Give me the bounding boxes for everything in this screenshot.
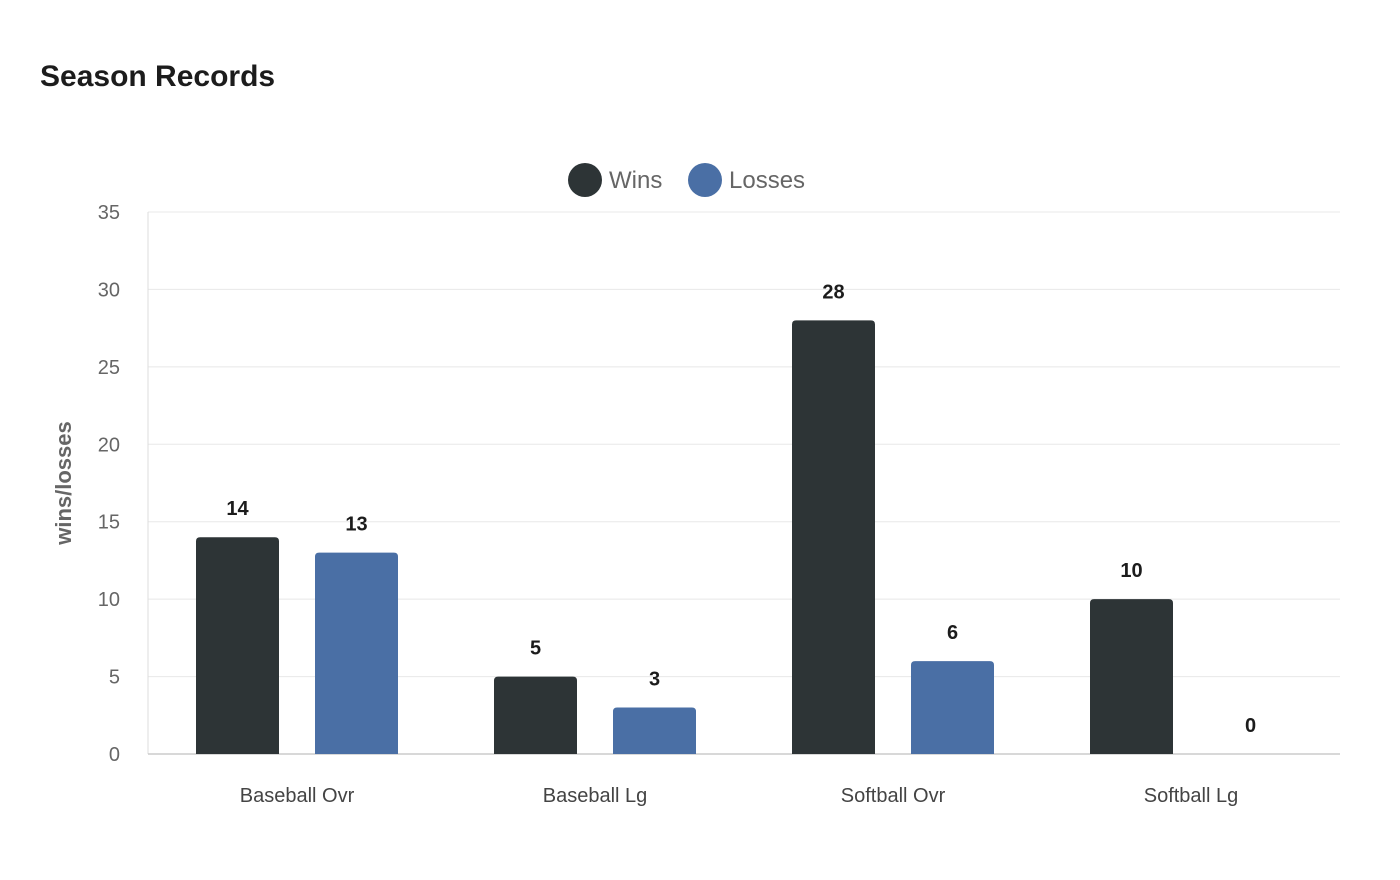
legend-swatch-losses (688, 163, 722, 197)
category-labels: Baseball Ovr Baseball Lg Softball Ovr Softb… (240, 785, 1239, 807)
y-tick-label: 30 (98, 279, 120, 301)
category-label: Softball Lg (1144, 785, 1239, 807)
data-label-losses: 3 (649, 669, 660, 691)
y-axis-title: wins/losses (51, 421, 76, 546)
y-tick-label: 20 (98, 434, 120, 456)
legend-label-losses: Losses (729, 167, 805, 194)
legend-swatch-wins (568, 163, 602, 197)
bar-losses-2 (911, 661, 994, 754)
bar-wins-0 (196, 537, 279, 754)
category-label: Baseball Lg (543, 785, 648, 807)
data-label-wins: 5 (530, 638, 541, 660)
bar-wins-2 (792, 320, 875, 754)
data-label-losses: 13 (345, 514, 367, 536)
data-labels: 14 13 5 3 28 6 10 0 (226, 281, 1256, 737)
data-label-wins: 14 (226, 498, 249, 520)
bar-losses-1 (613, 707, 696, 754)
y-tick-label: 15 (98, 512, 120, 534)
category-label: Softball Ovr (841, 785, 946, 807)
chart-title: Season Records (40, 60, 276, 93)
data-label-losses: 0 (1245, 715, 1256, 737)
bar-wins-3 (1090, 599, 1173, 754)
y-tick-label: 25 (98, 357, 120, 379)
category-label: Baseball Ovr (240, 785, 355, 807)
y-tick-label: 10 (98, 589, 120, 611)
y-tick-label: 5 (109, 667, 120, 689)
data-label-losses: 6 (947, 622, 958, 644)
legend-label-wins: Wins (609, 167, 662, 194)
y-tick-label: 0 (109, 744, 120, 766)
legend: Wins Losses (568, 163, 805, 197)
bar-wins-1 (494, 676, 577, 754)
y-tick-labels: 0 5 10 15 20 25 30 35 (98, 202, 120, 766)
data-label-wins: 28 (822, 281, 844, 303)
bars (196, 320, 1173, 754)
bar-losses-0 (315, 552, 398, 754)
data-label-wins: 10 (1120, 560, 1142, 582)
y-tick-label: 35 (98, 202, 120, 224)
